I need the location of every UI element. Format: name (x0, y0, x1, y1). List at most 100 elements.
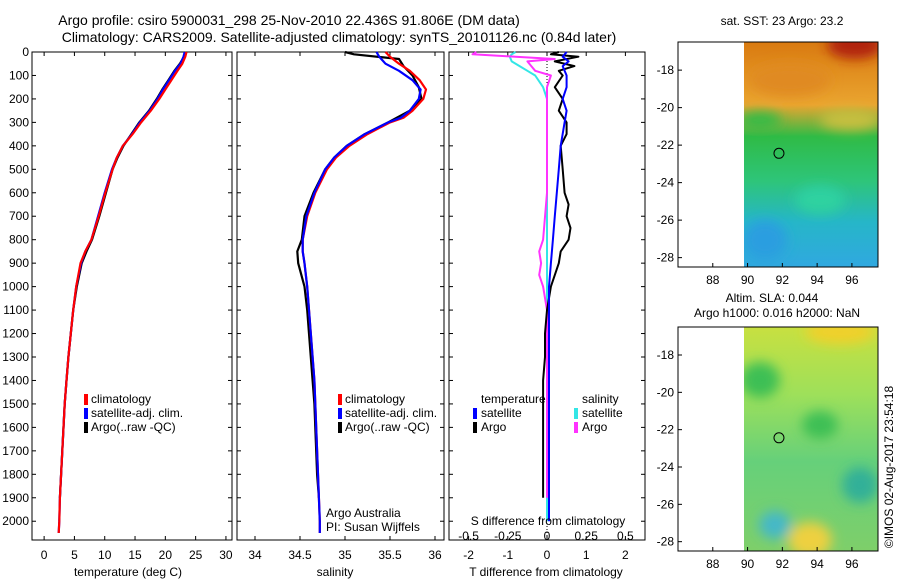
y-tick-label: 1100 (3, 303, 29, 317)
series-line-temperature-argo (542, 51, 580, 498)
legend-label-climatology: climatology (91, 392, 151, 406)
difference-legend: temperature satellite Argo salinity sate… (473, 392, 623, 434)
y-tick-label: 400 (9, 139, 29, 153)
sla-map-title-2: Argo h1000: 0.016 h2000: NaN (694, 306, 860, 320)
y-tick-label: 0 (22, 45, 29, 59)
legend-swatch-argo (84, 422, 88, 433)
x-tick-label: 2 (622, 548, 629, 562)
series-line-salinity-argo (471, 51, 556, 498)
y-tick-label: 1000 (2, 280, 29, 294)
y-tick-label: 1200 (2, 327, 29, 341)
legend-label-t-satellite: satellite (481, 406, 522, 420)
y-tick-label: 1700 (2, 444, 29, 458)
map-y-tick-label: -28 (657, 535, 675, 549)
legend-heading-temperature: temperature (481, 392, 546, 406)
sst-cool-eddy (795, 186, 845, 214)
sst-map-frame (677, 41, 879, 268)
imos-credit: ©IMOS 02-Aug-2017 23:54:18 (882, 386, 896, 549)
legend-label-satellite: satellite-adj. clim. (345, 406, 437, 420)
legend-label-argo: Argo(..raw -QC) (345, 420, 430, 434)
sst-cold-patch (744, 220, 787, 260)
x-tick-label: 0 (544, 548, 551, 562)
legend-label-satellite: satellite-adj. clim. (91, 406, 183, 420)
y-tick-label: 300 (9, 115, 29, 129)
y-tick-label: 2000 (2, 514, 29, 528)
map-x-tick-label: 92 (776, 273, 790, 287)
map-y-tick-label: -24 (657, 176, 675, 190)
sst-green-tongue (744, 112, 782, 128)
map-y-tick-label: -26 (657, 213, 675, 227)
temperature-axes-frame (31, 51, 233, 541)
series-line-salinity-satellite (508, 51, 548, 522)
legend-swatch-satellite (84, 408, 88, 419)
x-tick-label: 20 (159, 548, 173, 562)
series-line-temperature-satellite (548, 51, 570, 522)
map-x-tick-label: 94 (810, 557, 824, 571)
legend-label-s-argo: Argo (582, 420, 608, 434)
salinity-xlabel: salinity (317, 565, 354, 579)
legend-swatch-t-satellite (473, 408, 477, 419)
sst-front (820, 110, 878, 130)
sst-map-ticks: 88 90 92 94 96 -18 -20 -22 -24 -26 -28 (657, 63, 859, 287)
x-tick-label: 35 (338, 548, 352, 562)
map-x-tick-label: 88 (706, 557, 720, 571)
map-x-tick-label: 90 (741, 273, 755, 287)
sst-warm-patch (827, 42, 878, 59)
temperature-xlabel: temperature (deg C) (74, 565, 182, 579)
series-line-argo-raw-qc- (296, 50, 423, 498)
series-line-climatology (301, 51, 428, 533)
x-tick-label: 1 (583, 548, 590, 562)
legend-label-climatology: climatology (345, 392, 405, 406)
y-tick-label: 200 (9, 92, 29, 106)
sst-argo-position-marker (773, 147, 785, 159)
sla-map-ticks: 88 90 92 94 96 -18 -20 -22 -24 -26 -28 (657, 348, 859, 571)
sla-low-eddy (802, 411, 838, 439)
sst-warm-band (750, 64, 830, 96)
x-tick-label-s: 0.25 (575, 529, 599, 543)
sla-features (744, 327, 878, 551)
legend-swatch-satellite (338, 408, 342, 419)
legend-heading-salinity: salinity (582, 392, 619, 406)
x-tick-label: 10 (98, 548, 112, 562)
y-tick-label: 100 (9, 68, 29, 82)
x-tick-label: 30 (219, 548, 233, 562)
sla-argo-position-marker (773, 432, 785, 444)
legend-label-t-argo: Argo (481, 420, 507, 434)
x-tick-label: -2 (463, 548, 474, 562)
x-tick-label: 34.5 (288, 548, 312, 562)
sst-features (744, 42, 878, 260)
y-tick-label: 1900 (2, 491, 29, 505)
x-tick-label: 35.5 (378, 548, 402, 562)
map-y-tick-label: -22 (657, 138, 675, 152)
temperature-legend: climatology satellite-adj. clim. Argo(..… (84, 392, 183, 434)
sla-map-frame (677, 326, 879, 552)
sla-heatmap (744, 327, 878, 551)
y-tick-label: 1800 (2, 467, 29, 481)
map-x-tick-label: 88 (706, 273, 720, 287)
y-tick-label: 800 (9, 233, 29, 247)
sst-heatmap (744, 42, 878, 267)
legend-swatch-s-satellite (574, 408, 578, 419)
legend-label-s-satellite: satellite (582, 406, 623, 420)
x-tick-label: -1 (502, 548, 513, 562)
map-y-tick-label: -20 (657, 101, 675, 115)
sla-low-eddy (842, 467, 878, 503)
sla-high-patch (805, 327, 875, 344)
sst-map-title: sat. SST: 23 Argo: 23.2 (721, 14, 844, 28)
x-tick-label: 36 (428, 548, 442, 562)
x-tick-label: 15 (128, 548, 142, 562)
y-tick-label: 1300 (2, 350, 29, 364)
legend-swatch-argo (338, 422, 342, 433)
x-tick-label: 5 (71, 548, 78, 562)
salinity-axes-frame (236, 51, 445, 541)
difference-xlabel: T difference from climatology (469, 565, 623, 579)
series-line-satellite-adj-clim- (301, 51, 422, 533)
title-line-2: Climatology: CARS2009. Satellite-adjuste… (62, 29, 617, 45)
y-tick-label: 500 (9, 162, 29, 176)
y-tick-label: 600 (9, 186, 29, 200)
y-tick-label: 700 (9, 209, 29, 223)
sla-map: 88 90 92 94 96 -18 -20 -22 -24 -26 -28 (657, 326, 879, 571)
title-line-1: Argo profile: csiro 5900031_298 25-Nov-2… (58, 12, 520, 28)
